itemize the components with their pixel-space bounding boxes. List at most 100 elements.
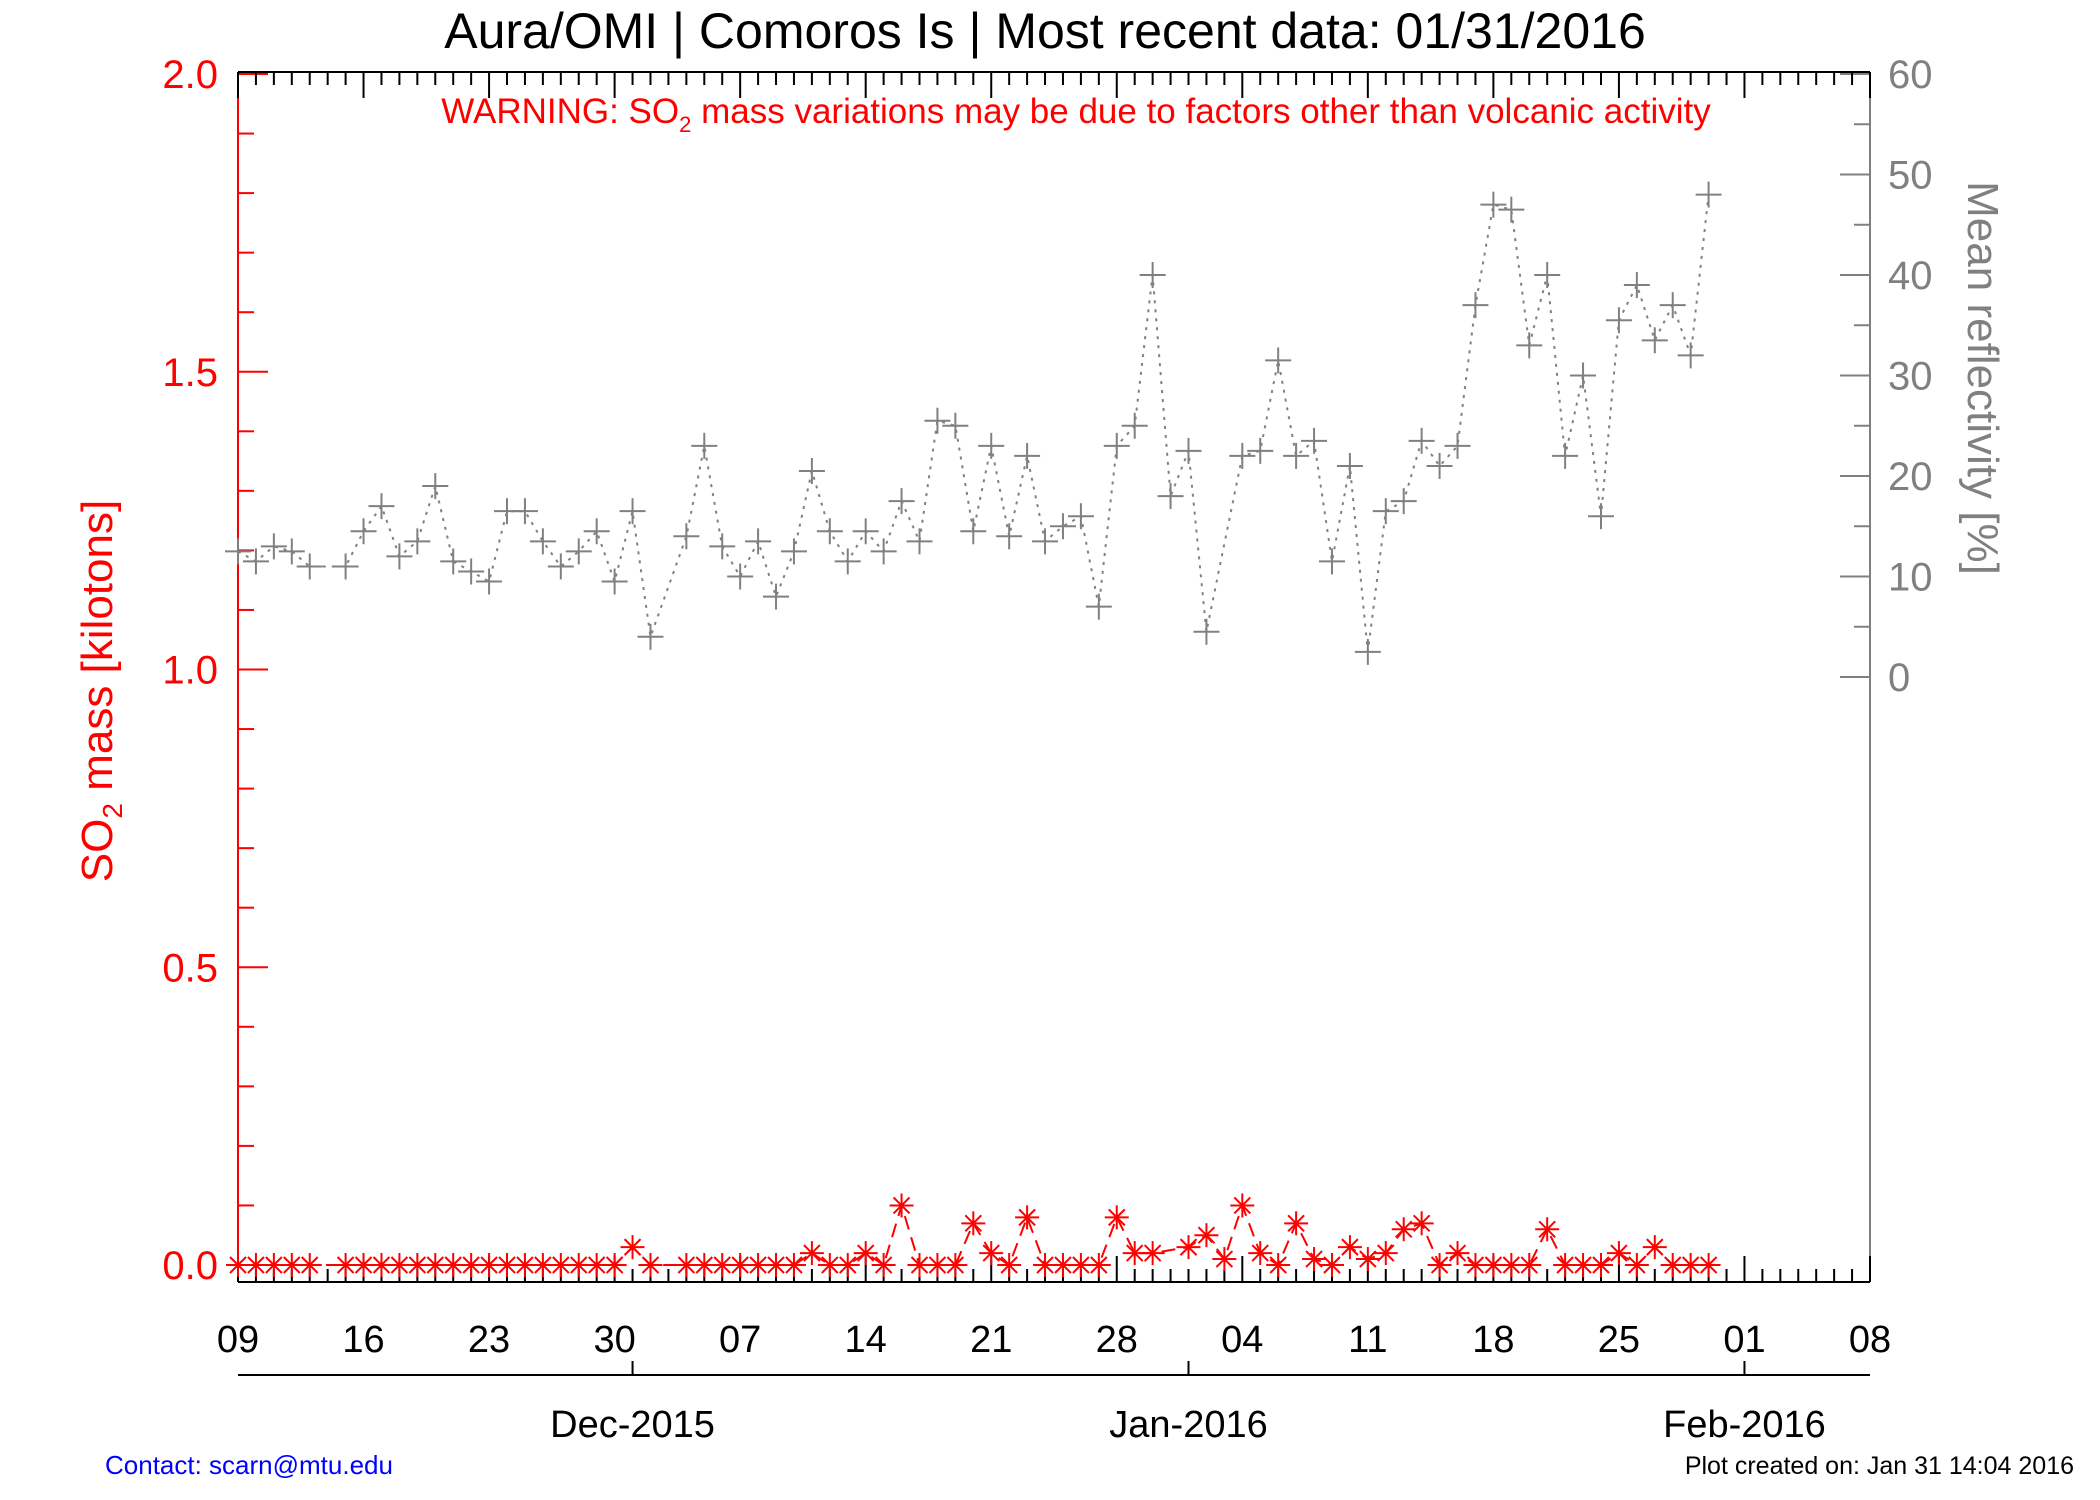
data-point [351, 1253, 376, 1277]
data-point [942, 412, 969, 439]
data-point [764, 1253, 789, 1277]
data-point [1354, 638, 1381, 665]
data-point [1265, 347, 1292, 374]
data-point-stroke [587, 1256, 606, 1274]
data-point [1373, 1241, 1398, 1266]
data-point [512, 1253, 537, 1277]
y-left-label-suffix: mass [kilotons] [73, 500, 122, 803]
month-label: Jan-2016 [1109, 1404, 1267, 1446]
data-point [1212, 1247, 1237, 1272]
data-point-stroke [444, 1256, 462, 1274]
data-point [979, 1241, 1004, 1266]
data-point-stroke [1179, 1238, 1198, 1256]
x-tick-label: 08 [1849, 1319, 1891, 1361]
data-point-stroke [1628, 1256, 1646, 1274]
data-point [602, 1253, 627, 1277]
data-point [638, 1253, 663, 1277]
x-tick-label: 16 [342, 1319, 384, 1361]
data-point [889, 1193, 914, 1218]
data-point-stroke [516, 1256, 534, 1274]
data-point [834, 548, 861, 575]
data-point-stroke [552, 1256, 570, 1274]
data-point [1103, 432, 1130, 459]
data-point [368, 493, 395, 520]
data-point [565, 538, 592, 565]
data-point [1104, 1205, 1129, 1230]
data-point [1659, 292, 1686, 319]
contact-text: Contact: scarn@mtu.edu [105, 1450, 393, 1480]
y-right-tick-label: 60 [1888, 53, 1933, 97]
data-point [1194, 1223, 1219, 1248]
data-point-stroke [1018, 1208, 1036, 1227]
data-point [1283, 442, 1310, 469]
data-point [727, 563, 754, 590]
data-point-stroke [874, 1256, 893, 1274]
y-left-tick-label: 2.0 [162, 53, 218, 97]
data-point-stroke [946, 1256, 965, 1274]
data-point [1337, 1235, 1362, 1260]
data-point [853, 1241, 878, 1266]
data-point [1570, 362, 1597, 389]
data-point-stroke [372, 1256, 391, 1274]
data-point-stroke [1359, 1250, 1377, 1268]
data-point [1624, 1253, 1649, 1277]
data-point-stroke [1215, 1250, 1234, 1268]
y-right-tick-label: 40 [1888, 254, 1933, 298]
data-point [1176, 1235, 1201, 1260]
data-point [1391, 1217, 1416, 1242]
data-point [1606, 1241, 1631, 1266]
data-point [1085, 593, 1112, 620]
data-point-stroke [1305, 1250, 1323, 1268]
data-point [745, 528, 772, 555]
month-label: Feb-2016 [1663, 1404, 1826, 1446]
warning-subscript: 2 [679, 112, 691, 137]
data-point-stroke [1323, 1256, 1341, 1274]
data-point-stroke [749, 1256, 767, 1274]
data-point [332, 553, 359, 580]
y-left-tick-label: 1.0 [162, 649, 218, 693]
x-tick-label: 21 [970, 1319, 1012, 1361]
data-point-stroke [1556, 1256, 1574, 1274]
data-point [386, 543, 413, 570]
data-point-stroke [1646, 1238, 1664, 1256]
data-point [1534, 262, 1561, 288]
data-point [1302, 1247, 1327, 1272]
data-point [961, 1211, 986, 1236]
y-left-label: SO2 mass [kilotons] [73, 500, 128, 882]
data-point [1229, 442, 1256, 469]
data-point [870, 538, 897, 565]
data-point [423, 1253, 448, 1277]
data-point-stroke [1233, 1196, 1252, 1215]
data-point [529, 528, 556, 555]
data-point-stroke [803, 1244, 821, 1262]
data-point [619, 498, 646, 525]
data-point-stroke [1197, 1226, 1216, 1244]
data-point [1427, 1253, 1452, 1277]
data-point-stroke [1699, 1256, 1718, 1274]
data-point-stroke [1448, 1244, 1467, 1262]
data-point [511, 498, 538, 525]
data-point [997, 1253, 1022, 1277]
data-point [296, 553, 323, 580]
data-point [978, 432, 1005, 459]
x-tick-label: 07 [719, 1319, 761, 1361]
data-point-stroke [1574, 1256, 1592, 1274]
data-point-stroke [283, 1256, 301, 1274]
data-point [583, 518, 610, 545]
x-tick-label: 04 [1221, 1319, 1263, 1361]
data-point-stroke [1054, 1256, 1072, 1274]
data-point-stroke [1287, 1214, 1305, 1233]
data-point-stroke [1664, 1256, 1682, 1274]
data-point [673, 523, 700, 550]
x-tick-label: 25 [1598, 1319, 1640, 1361]
data-point [297, 1253, 322, 1277]
chart-title: Aura/OMI | Comoros Is | Most recent data… [444, 3, 1646, 59]
data-point [1444, 432, 1471, 459]
data-point [1552, 442, 1579, 469]
data-point [710, 1253, 735, 1277]
data-point-stroke [1520, 1256, 1538, 1274]
data-point [1032, 528, 1059, 555]
data-point-stroke [910, 1256, 929, 1274]
